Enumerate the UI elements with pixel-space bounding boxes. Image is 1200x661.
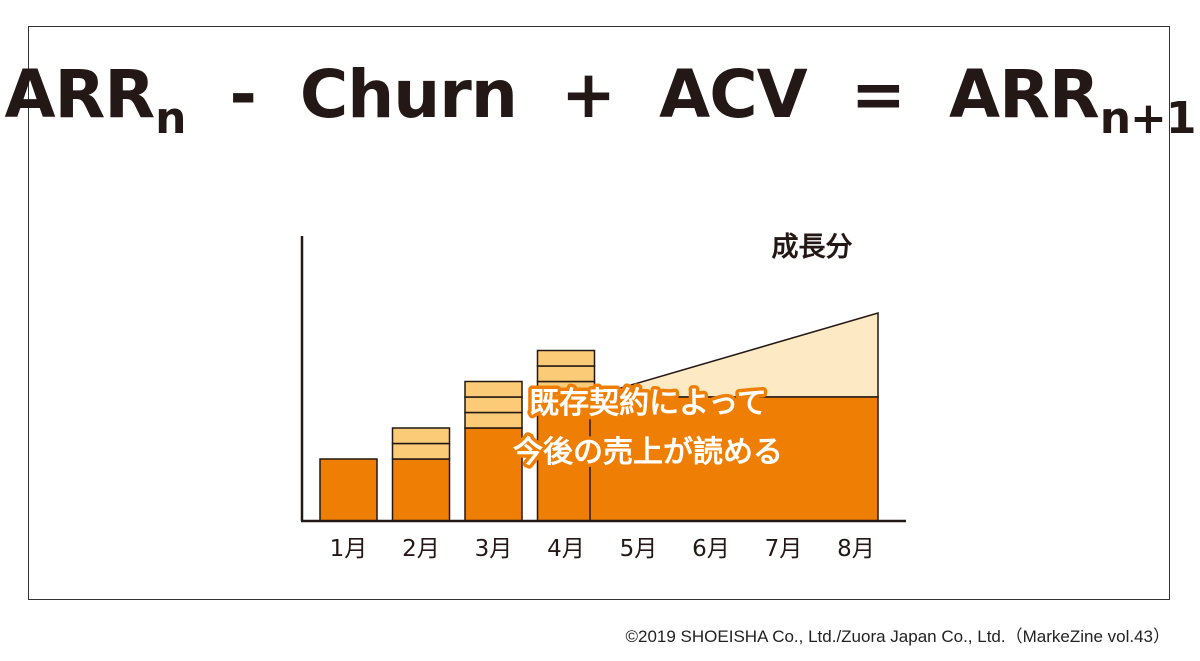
bar-3-layer-1	[464, 411, 523, 429]
bar-4-base	[536, 396, 596, 522]
formula-minus: -	[229, 56, 256, 133]
bar-3-layer-2	[464, 396, 523, 414]
bar-2-layer-1	[391, 442, 451, 460]
month-label-8: 8月	[837, 536, 875, 562]
growth-triangle	[589, 312, 879, 398]
annotation-line-1: 既存契約によって	[529, 386, 767, 421]
month-label-1: 1月	[330, 536, 368, 562]
month-label-5: 5月	[620, 536, 658, 562]
month-label-2: 2月	[402, 536, 440, 562]
month-label-3: 3月	[475, 536, 513, 562]
bar-3-layer-3	[464, 380, 523, 398]
forecast-block	[589, 396, 879, 522]
month-label-4: 4月	[547, 536, 585, 562]
bar-2-base	[391, 458, 451, 522]
copyright-credit: ©2019 SHOEISHA Co., Ltd./Zuora Japan Co.…	[625, 627, 1170, 646]
growth-label: 成長分	[772, 232, 853, 263]
bar-1-base	[319, 458, 378, 522]
formula-plus: +	[560, 56, 616, 133]
formula-equals: =	[850, 56, 906, 133]
annotation-line-2: 今後の売上が読める	[513, 435, 783, 470]
bar-3-base	[464, 427, 523, 522]
bar-2-layer-2	[391, 427, 451, 445]
formula-churn: Churn	[299, 56, 518, 133]
formula-acv: ACV	[659, 56, 808, 133]
bar-4-layer-3	[536, 349, 596, 367]
month-label-6: 6月	[692, 536, 730, 562]
bar-4-layer-2	[536, 365, 596, 383]
formula-arr-n1: ARRn+1	[949, 56, 1197, 144]
formula-heading: ARRn - Churn + ACV = ARRn+1	[0, 62, 1200, 141]
month-label-7: 7月	[765, 536, 803, 562]
formula-arr-n: ARRn	[4, 56, 186, 144]
